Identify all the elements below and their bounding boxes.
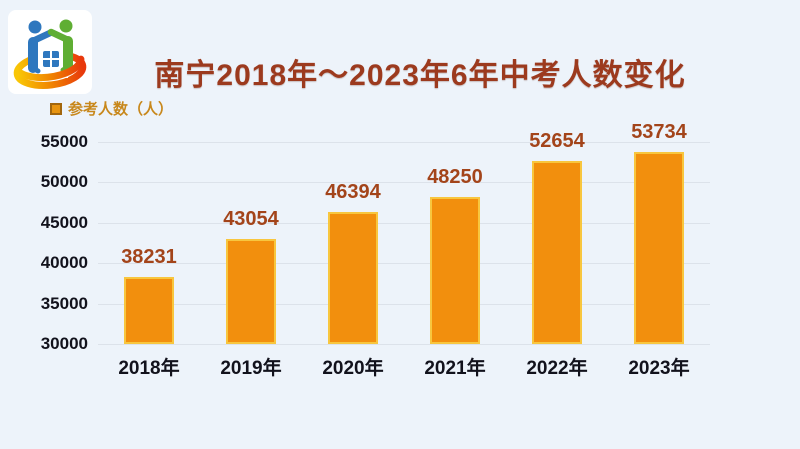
x-axis-category-label: 2022年 bbox=[526, 358, 588, 379]
family-house-logo-icon bbox=[13, 19, 87, 89]
chart-title: 南宁2018年～2023年6年中考人数变化 bbox=[154, 59, 686, 92]
bar-value-label: 52654 bbox=[529, 129, 585, 152]
bar-2022年 bbox=[532, 160, 582, 344]
y-axis-tick-label: 35000 bbox=[40, 293, 88, 313]
gridline bbox=[98, 344, 710, 345]
y-axis-tick-label: 40000 bbox=[40, 253, 88, 273]
bar-value-label: 48250 bbox=[427, 165, 483, 188]
legend-label: 参考人数（人） bbox=[68, 101, 174, 118]
logo bbox=[8, 10, 92, 94]
bar-2018年 bbox=[124, 277, 174, 344]
bar-value-label: 38231 bbox=[121, 246, 177, 269]
x-axis-category-label: 2021年 bbox=[424, 358, 486, 379]
gridline bbox=[98, 303, 710, 305]
bar-value-label: 43054 bbox=[223, 207, 279, 230]
chart-legend: 参考人数（人） bbox=[50, 98, 173, 119]
bar-2020年 bbox=[328, 211, 378, 344]
x-axis-category-label: 2018年 bbox=[118, 358, 180, 379]
x-axis-category-label: 2023年 bbox=[628, 358, 690, 379]
gridline bbox=[98, 263, 710, 265]
gridline bbox=[98, 222, 710, 224]
y-axis-tick-label: 55000 bbox=[40, 132, 88, 151]
y-axis-tick-label: 30000 bbox=[40, 334, 88, 353]
x-axis-category-label: 2020年 bbox=[322, 358, 384, 379]
bar-value-label: 53734 bbox=[631, 121, 687, 144]
bar-value-label: 46394 bbox=[325, 180, 381, 203]
bar-2019年 bbox=[226, 238, 276, 344]
y-axis-tick-label: 50000 bbox=[40, 172, 88, 192]
gridline bbox=[98, 182, 710, 184]
gridline bbox=[98, 142, 710, 143]
x-axis-category-label: 2019年 bbox=[220, 358, 282, 379]
bar-2023年 bbox=[634, 152, 684, 344]
bar-2021年 bbox=[430, 196, 480, 344]
legend-swatch-icon bbox=[50, 102, 62, 115]
y-axis-tick-label: 45000 bbox=[40, 212, 88, 232]
